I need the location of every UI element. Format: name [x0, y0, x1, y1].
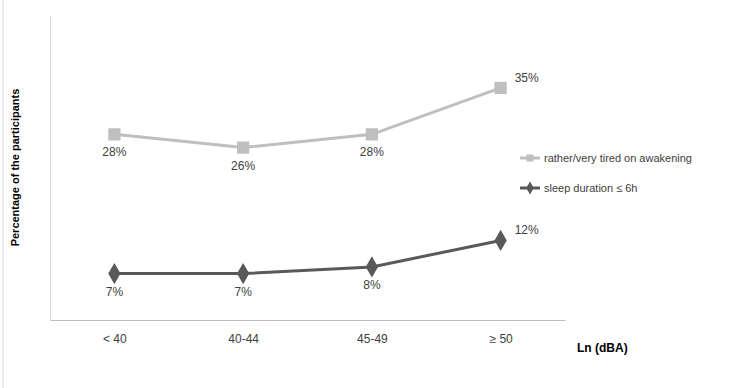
data-label: 26%	[231, 159, 255, 173]
x-tick-label: < 40	[103, 332, 127, 346]
data-label: 35%	[515, 71, 539, 85]
x-tick-label: ≥ 50	[489, 332, 513, 346]
point-marker	[494, 230, 506, 251]
x-tick-label: 45-49	[357, 332, 388, 346]
y-axis	[50, 16, 51, 321]
x-tick: 40-44	[228, 320, 259, 346]
series-line	[114, 240, 500, 273]
chart: < 40 40-44 45-49 ≥ 50 Ln (dBA) Percentage of …	[0, 0, 729, 388]
point-marker	[237, 263, 249, 284]
y-axis-line	[50, 16, 51, 321]
x-axis-line	[51, 320, 566, 321]
point-marker	[366, 256, 378, 277]
x-tick: 45-49	[357, 320, 388, 346]
legend-label: rather/very tired on awakening	[544, 152, 692, 164]
x-axis-title: Ln (dBA)	[577, 341, 628, 355]
legend-marker	[526, 154, 533, 161]
data-label: 8%	[363, 278, 381, 292]
point-marker	[237, 141, 249, 153]
plot-area	[108, 82, 507, 284]
legend: rather/very tired on awakening sleep dura…	[520, 152, 692, 195]
data-label: 7%	[234, 285, 252, 299]
x-axis: < 40 40-44 45-49 ≥ 50	[51, 320, 566, 346]
legend-label: sleep duration ≤ 6h	[544, 182, 638, 194]
y-axis-title: Percentage of the participants	[9, 89, 21, 247]
legend-item: sleep duration ≤ 6h	[520, 181, 638, 194]
point-marker	[108, 128, 120, 140]
legend-marker	[526, 181, 534, 194]
legend-item: rather/very tired on awakening	[520, 152, 692, 164]
x-tick: ≥ 50	[489, 320, 513, 346]
series-line	[114, 88, 500, 148]
data-label: 28%	[102, 145, 126, 159]
data-label: 28%	[360, 145, 384, 159]
data-label: 12%	[515, 223, 539, 237]
point-marker	[495, 82, 507, 94]
x-tick: < 40	[103, 320, 127, 346]
point-marker	[108, 263, 120, 284]
frame	[3, 0, 4, 388]
data-labels: 28% 26% 28% 35% 7% 7% 8% 12%	[102, 71, 539, 299]
point-marker	[366, 128, 378, 140]
x-tick-label: 40-44	[228, 332, 259, 346]
data-label: 7%	[106, 285, 124, 299]
